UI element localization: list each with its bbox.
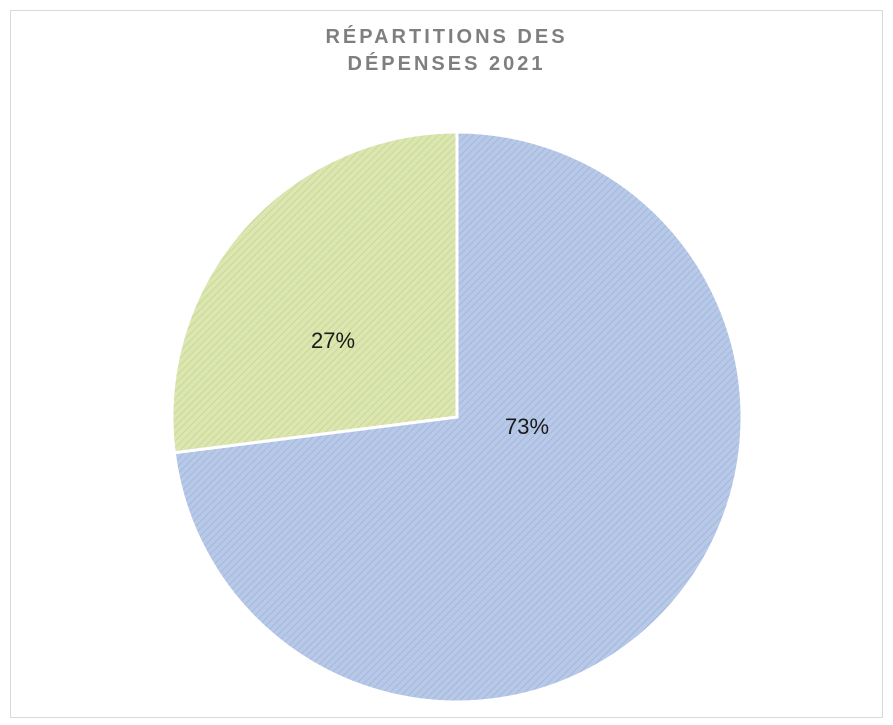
pie-slices (170, 130, 744, 704)
pie-slice-1 (170, 130, 459, 455)
pie-slice-label-1: 27% (311, 328, 355, 353)
pie-slice-label-0: 73% (505, 414, 549, 439)
chart-title: RÉPARTITIONS DES DÉPENSES 2021 (0, 24, 893, 78)
chart-title-line-1: RÉPARTITIONS DES (325, 26, 568, 48)
pie-labels: 73% 27% (311, 328, 549, 439)
chart-title-line-2: DÉPENSES 2021 (347, 53, 546, 75)
